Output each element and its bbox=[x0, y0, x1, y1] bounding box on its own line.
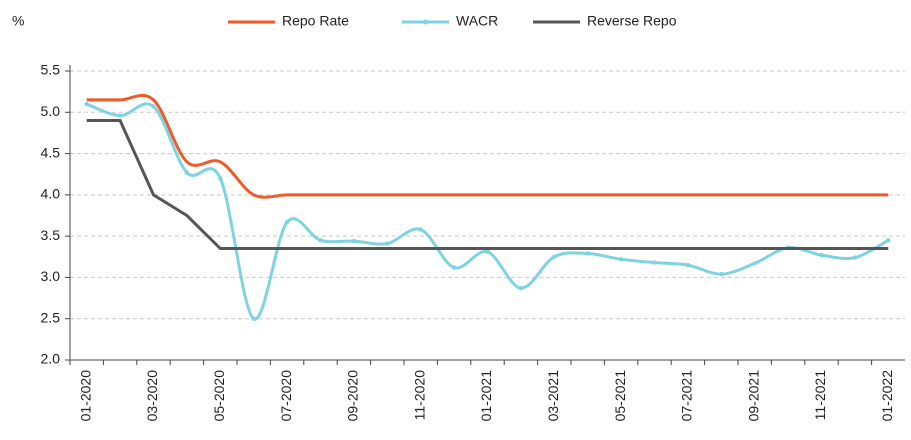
point-marker bbox=[852, 255, 858, 260]
point-marker bbox=[151, 104, 156, 109]
x-tick-label: 03-2020 bbox=[144, 370, 160, 422]
point-marker bbox=[585, 251, 590, 256]
point-marker bbox=[752, 261, 757, 266]
x-tick-label: 01-2020 bbox=[77, 370, 93, 422]
x-tick-label: 05-2021 bbox=[612, 370, 628, 422]
y-tick-label: 5.5 bbox=[41, 62, 61, 78]
point-marker bbox=[685, 262, 691, 268]
y-tick-label: 4.0 bbox=[41, 186, 61, 202]
legend-label: WACR bbox=[456, 13, 498, 29]
point-marker bbox=[886, 238, 891, 243]
point-marker bbox=[351, 238, 357, 244]
point-marker bbox=[318, 238, 323, 243]
point-marker bbox=[618, 257, 624, 262]
x-tick-label: 07-2020 bbox=[278, 370, 294, 422]
y-tick-label: 5.0 bbox=[41, 103, 61, 119]
point-marker bbox=[84, 101, 89, 107]
point-marker bbox=[719, 271, 724, 277]
point-marker bbox=[284, 219, 290, 225]
y-axis-label: % bbox=[12, 13, 24, 29]
y-tick-label: 4.5 bbox=[41, 144, 61, 160]
x-tick-label: 01-2021 bbox=[478, 370, 494, 422]
x-tick-label: 09-2020 bbox=[345, 370, 361, 422]
x-tick-label: 11-2020 bbox=[411, 370, 427, 421]
point-marker bbox=[652, 260, 657, 265]
point-marker bbox=[184, 170, 190, 175]
legend-label: Repo Rate bbox=[282, 13, 349, 29]
y-tick-label: 2.0 bbox=[41, 351, 61, 367]
point-marker bbox=[451, 265, 457, 270]
x-tick-label: 01-2022 bbox=[879, 370, 895, 422]
point-marker bbox=[251, 316, 256, 321]
y-tick-label: 3.5 bbox=[41, 227, 61, 243]
y-tick-label: 3.0 bbox=[41, 268, 61, 284]
series-line bbox=[86, 102, 890, 321]
series-line bbox=[86, 119, 889, 251]
x-tick-label: 05-2020 bbox=[211, 370, 227, 422]
point-marker bbox=[418, 227, 423, 232]
point-marker bbox=[485, 249, 490, 255]
point-marker bbox=[819, 252, 824, 258]
legend-marker bbox=[423, 19, 428, 25]
x-tick-label: 03-2021 bbox=[545, 370, 561, 422]
y-tick-label: 2.5 bbox=[41, 309, 61, 325]
point-marker bbox=[552, 254, 557, 259]
point-marker bbox=[117, 113, 123, 118]
x-tick-label: 07-2021 bbox=[679, 370, 695, 422]
legend-label: Reverse Repo bbox=[587, 13, 677, 29]
x-tick-label: 09-2021 bbox=[745, 370, 761, 422]
series-line bbox=[86, 93, 889, 199]
point-marker bbox=[385, 241, 390, 246]
x-tick-label: 11-2021 bbox=[812, 370, 828, 421]
point-marker bbox=[218, 176, 223, 181]
point-marker bbox=[518, 285, 524, 291]
